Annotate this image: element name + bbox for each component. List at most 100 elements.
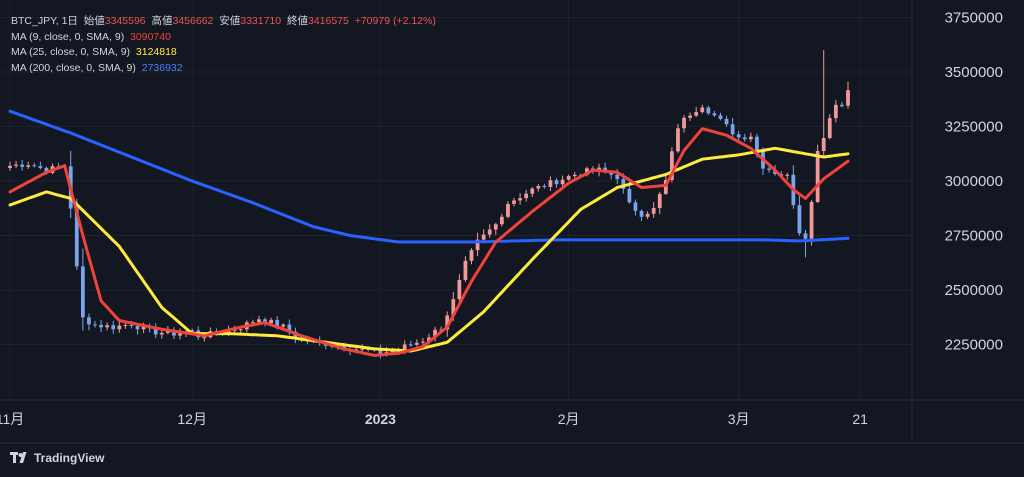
candle xyxy=(840,101,844,108)
price-tick-label: 2750000 xyxy=(945,228,1003,245)
candle xyxy=(487,224,492,238)
ma25-line xyxy=(8,146,850,353)
candle xyxy=(408,340,413,347)
candle xyxy=(80,248,85,331)
candle xyxy=(26,161,31,169)
candle xyxy=(178,328,182,340)
candle xyxy=(512,197,516,207)
candle xyxy=(797,195,802,236)
ma25-row[interactable]: MA (25, close, 0, SMA, 9) 3124818 xyxy=(11,45,436,61)
candle xyxy=(767,165,771,173)
tradingview-logo[interactable]: TradingView xyxy=(10,451,104,465)
candle xyxy=(748,132,753,143)
candle xyxy=(785,172,790,180)
candle xyxy=(827,114,832,140)
candle xyxy=(475,232,480,257)
candle xyxy=(560,175,565,188)
candle xyxy=(566,174,571,181)
candle xyxy=(457,274,462,306)
high-value: 3456662 xyxy=(172,15,214,27)
candle xyxy=(469,248,474,265)
candle xyxy=(14,160,18,169)
candle xyxy=(99,319,103,332)
ma9-line xyxy=(8,127,850,357)
candle xyxy=(724,115,729,127)
candle xyxy=(172,327,176,340)
candle xyxy=(694,106,699,118)
close-value: 3416575 xyxy=(307,15,349,27)
time-tick-label: 11月 xyxy=(0,411,24,427)
candle xyxy=(135,324,140,335)
candle xyxy=(87,313,91,331)
tradingview-logo-text: TradingView xyxy=(34,451,105,465)
candle xyxy=(809,199,814,246)
candle xyxy=(518,193,522,205)
candle xyxy=(506,201,510,219)
candle xyxy=(633,199,638,216)
candle xyxy=(846,81,850,109)
symbol-label[interactable]: BTC_JPY, 1日 xyxy=(11,15,78,27)
candle xyxy=(111,320,116,334)
ma25-value: 3124818 xyxy=(135,46,177,58)
candle xyxy=(93,320,97,328)
candle xyxy=(8,161,12,171)
ma9-label: MA (9, close, 0, SMA, 9) xyxy=(11,30,125,43)
candle xyxy=(718,112,723,121)
candle xyxy=(688,112,692,121)
time-tick-label: 2023 xyxy=(365,411,396,427)
candle xyxy=(651,202,656,218)
time-tick-label: 12月 xyxy=(177,411,207,427)
candle xyxy=(712,110,717,117)
price-tick-label: 3000000 xyxy=(945,173,1003,190)
price-tick-label: 3250000 xyxy=(945,119,1003,136)
candle xyxy=(730,118,735,139)
ma200-row[interactable]: MA (200, close, 0, SMA, 9) 2736932 xyxy=(11,61,436,77)
candle xyxy=(548,176,553,191)
ma9-value: 3090740 xyxy=(130,30,171,43)
moving-averages xyxy=(8,109,850,357)
time-axis[interactable]: 11月 12月 2023 2月 3月 21 xyxy=(0,411,868,427)
low-label: 安値 xyxy=(219,15,241,27)
candle xyxy=(700,104,705,114)
time-tick-label: 2月 xyxy=(558,411,580,427)
candle xyxy=(572,171,577,179)
candle xyxy=(815,144,820,204)
change-value: +70979 (+2.12%) xyxy=(354,15,436,27)
candle xyxy=(38,161,43,170)
ma200-value: 2736932 xyxy=(141,61,183,74)
candle xyxy=(676,123,680,154)
time-tick-label: 21 xyxy=(852,411,868,427)
price-axis[interactable]: 3750000 3500000 3250000 3000000 2750000 25000… xyxy=(945,10,1003,354)
open-label: 始値 xyxy=(83,15,105,27)
candle xyxy=(554,178,559,188)
high-label: 高値 xyxy=(151,15,173,27)
chart-legend: BTC_JPY, 1日 始値3345596 高値3456662 安値333171… xyxy=(11,14,436,76)
candle xyxy=(742,133,747,142)
price-tick-label: 2250000 xyxy=(945,337,1003,354)
candle xyxy=(433,326,437,342)
candle xyxy=(542,183,547,189)
candle xyxy=(463,256,468,282)
price-tick-label: 3750000 xyxy=(945,10,1003,27)
candle xyxy=(105,322,110,331)
ma200-line xyxy=(8,109,850,244)
ma200-label: MA (200, close, 0, SMA, 9) xyxy=(11,61,136,74)
candle xyxy=(657,191,662,215)
candle xyxy=(281,323,286,328)
open-value: 3345596 xyxy=(104,15,146,27)
ma25-label: MA (25, close, 0, SMA, 9) xyxy=(11,46,131,58)
candle xyxy=(153,323,158,339)
candle xyxy=(20,159,25,171)
candle xyxy=(645,211,650,220)
candle xyxy=(706,105,711,116)
time-tick-label: 3月 xyxy=(728,411,750,427)
candle xyxy=(803,230,808,258)
price-tick-label: 3500000 xyxy=(945,64,1003,81)
candle xyxy=(117,320,122,333)
candle xyxy=(524,189,529,202)
ma9-row[interactable]: MA (9, close, 0, SMA, 9) 3090740 xyxy=(11,30,436,46)
candle xyxy=(499,213,504,227)
candle xyxy=(821,50,826,158)
